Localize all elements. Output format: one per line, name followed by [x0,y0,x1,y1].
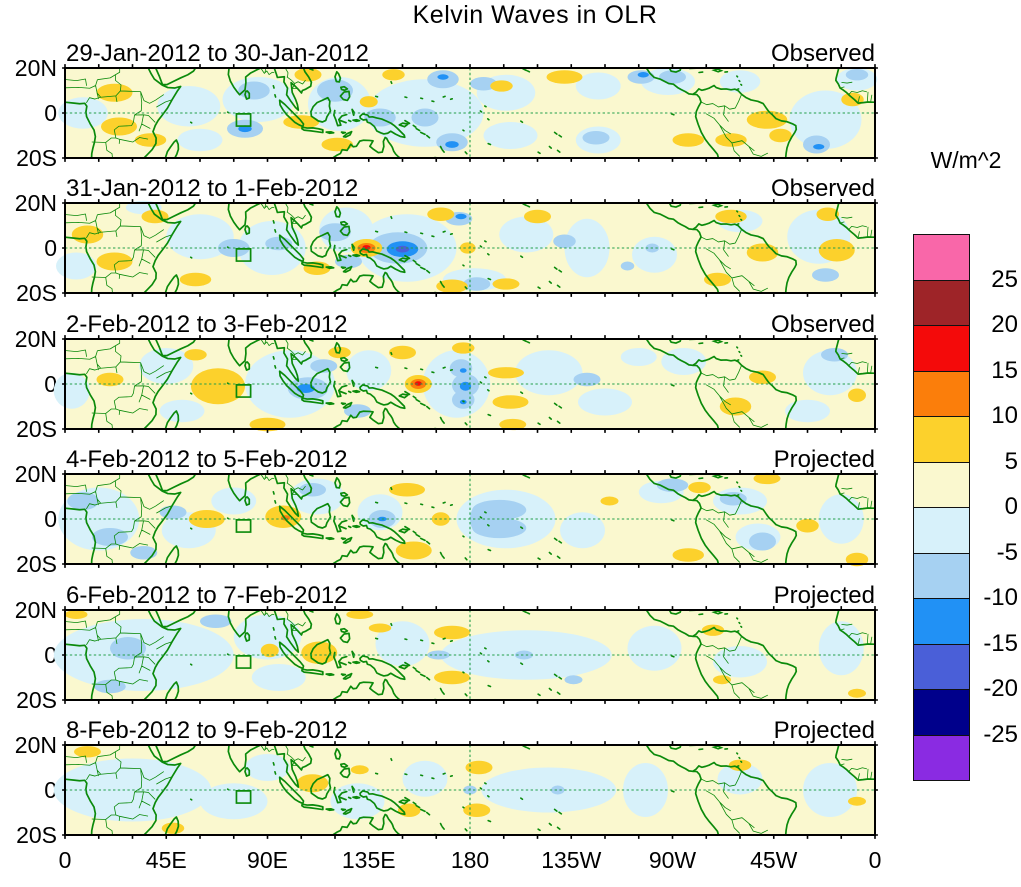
x-axis-label: 0 [868,847,882,873]
y-axis-label: 0 [44,371,57,397]
colorbar-cell [913,234,970,281]
y-axis-label: 20N [14,190,57,216]
colorbar-cell [913,734,970,781]
x-axis-label: 135E [341,847,396,873]
y-axis-label: 0 [44,506,57,532]
colorbar-tick-label: 10 [991,402,1018,429]
x-axis-label: 135W [541,847,602,873]
y-axis-label: 20N [14,732,57,758]
panel-date-range: 29-Jan-2012 to 30-Jan-2012 [66,40,369,67]
x-axis-label: 90W [648,847,697,873]
panel-date-range: 6-Feb-2012 to 7-Feb-2012 [66,582,348,609]
map-panel-6 [53,741,878,839]
colorbar-cell [913,370,970,417]
y-axis-label: 20S [16,687,57,713]
y-axis-label: 20S [16,145,57,171]
map-panel-3 [53,335,878,433]
colorbar-cell [913,598,970,645]
colorbar-tick-label: 5 [1004,447,1018,475]
x-axis-label: 0 [58,847,72,873]
map-panel-5 [53,606,878,704]
panel-status-label: Observed [770,175,875,202]
colorbar-cell [913,461,970,508]
y-axis-label: 20S [16,416,57,442]
y-axis-label: 0 [44,235,57,261]
y-axis-label: 20S [16,280,57,306]
colorbar-tick-label: 0 [1004,493,1018,520]
figure-title: Kelvin Waves in OLR [412,1,658,29]
panel-status-label: Observed [770,40,875,67]
x-axis-label: 45W [750,847,798,873]
colorbar-tick-label: 20 [991,311,1018,338]
y-axis-label: 0 [44,642,57,668]
panel-status-label: Observed [770,311,875,338]
y-axis-label: 20N [14,597,57,623]
panel-date-range: 31-Jan-2012 to 1-Feb-2012 [66,175,359,202]
y-axis-label: 20S [16,822,57,848]
colorbar-tick-label: 25 [991,265,1018,293]
y-axis-label: 20N [14,461,57,487]
colorbar-tick-label: -25 [983,720,1018,748]
colorbar-cell [913,279,970,326]
map-panel-2 [56,199,878,297]
panel-date-range: 2-Feb-2012 to 3-Feb-2012 [66,311,348,338]
colorbar-tick-label: 15 [991,356,1018,384]
colorbar-tick-label: -5 [996,538,1018,566]
x-axis-label: 180 [450,847,490,873]
panel-status-label: Projected [773,582,875,609]
colorbar-tick-label: -20 [983,675,1018,702]
panel-status-label: Projected [773,446,875,473]
panel-date-range: 4-Feb-2012 to 5-Feb-2012 [66,446,348,473]
y-axis-label: 20N [14,326,57,352]
colorbar-tick-label: -15 [983,629,1018,657]
panel-date-range: 8-Feb-2012 to 9-Feb-2012 [66,717,348,744]
y-axis-label: 0 [44,100,57,126]
x-axis-label: 45E [145,847,187,873]
y-axis-label: 20S [16,551,57,577]
panel-status-label: Projected [773,717,875,744]
map-panel-4 [58,470,878,568]
y-axis-label: 20N [14,55,57,81]
x-axis-label: 90E [247,847,288,873]
colorbar-cell [913,507,970,554]
colorbar-cell [913,643,970,690]
y-axis-label: 0 [44,777,57,803]
colorbar-tick-label: -10 [983,584,1018,611]
colorbar-cell [913,325,970,372]
colorbar-units-label: W/m^2 [930,147,1002,173]
map-panel-1 [58,64,878,162]
